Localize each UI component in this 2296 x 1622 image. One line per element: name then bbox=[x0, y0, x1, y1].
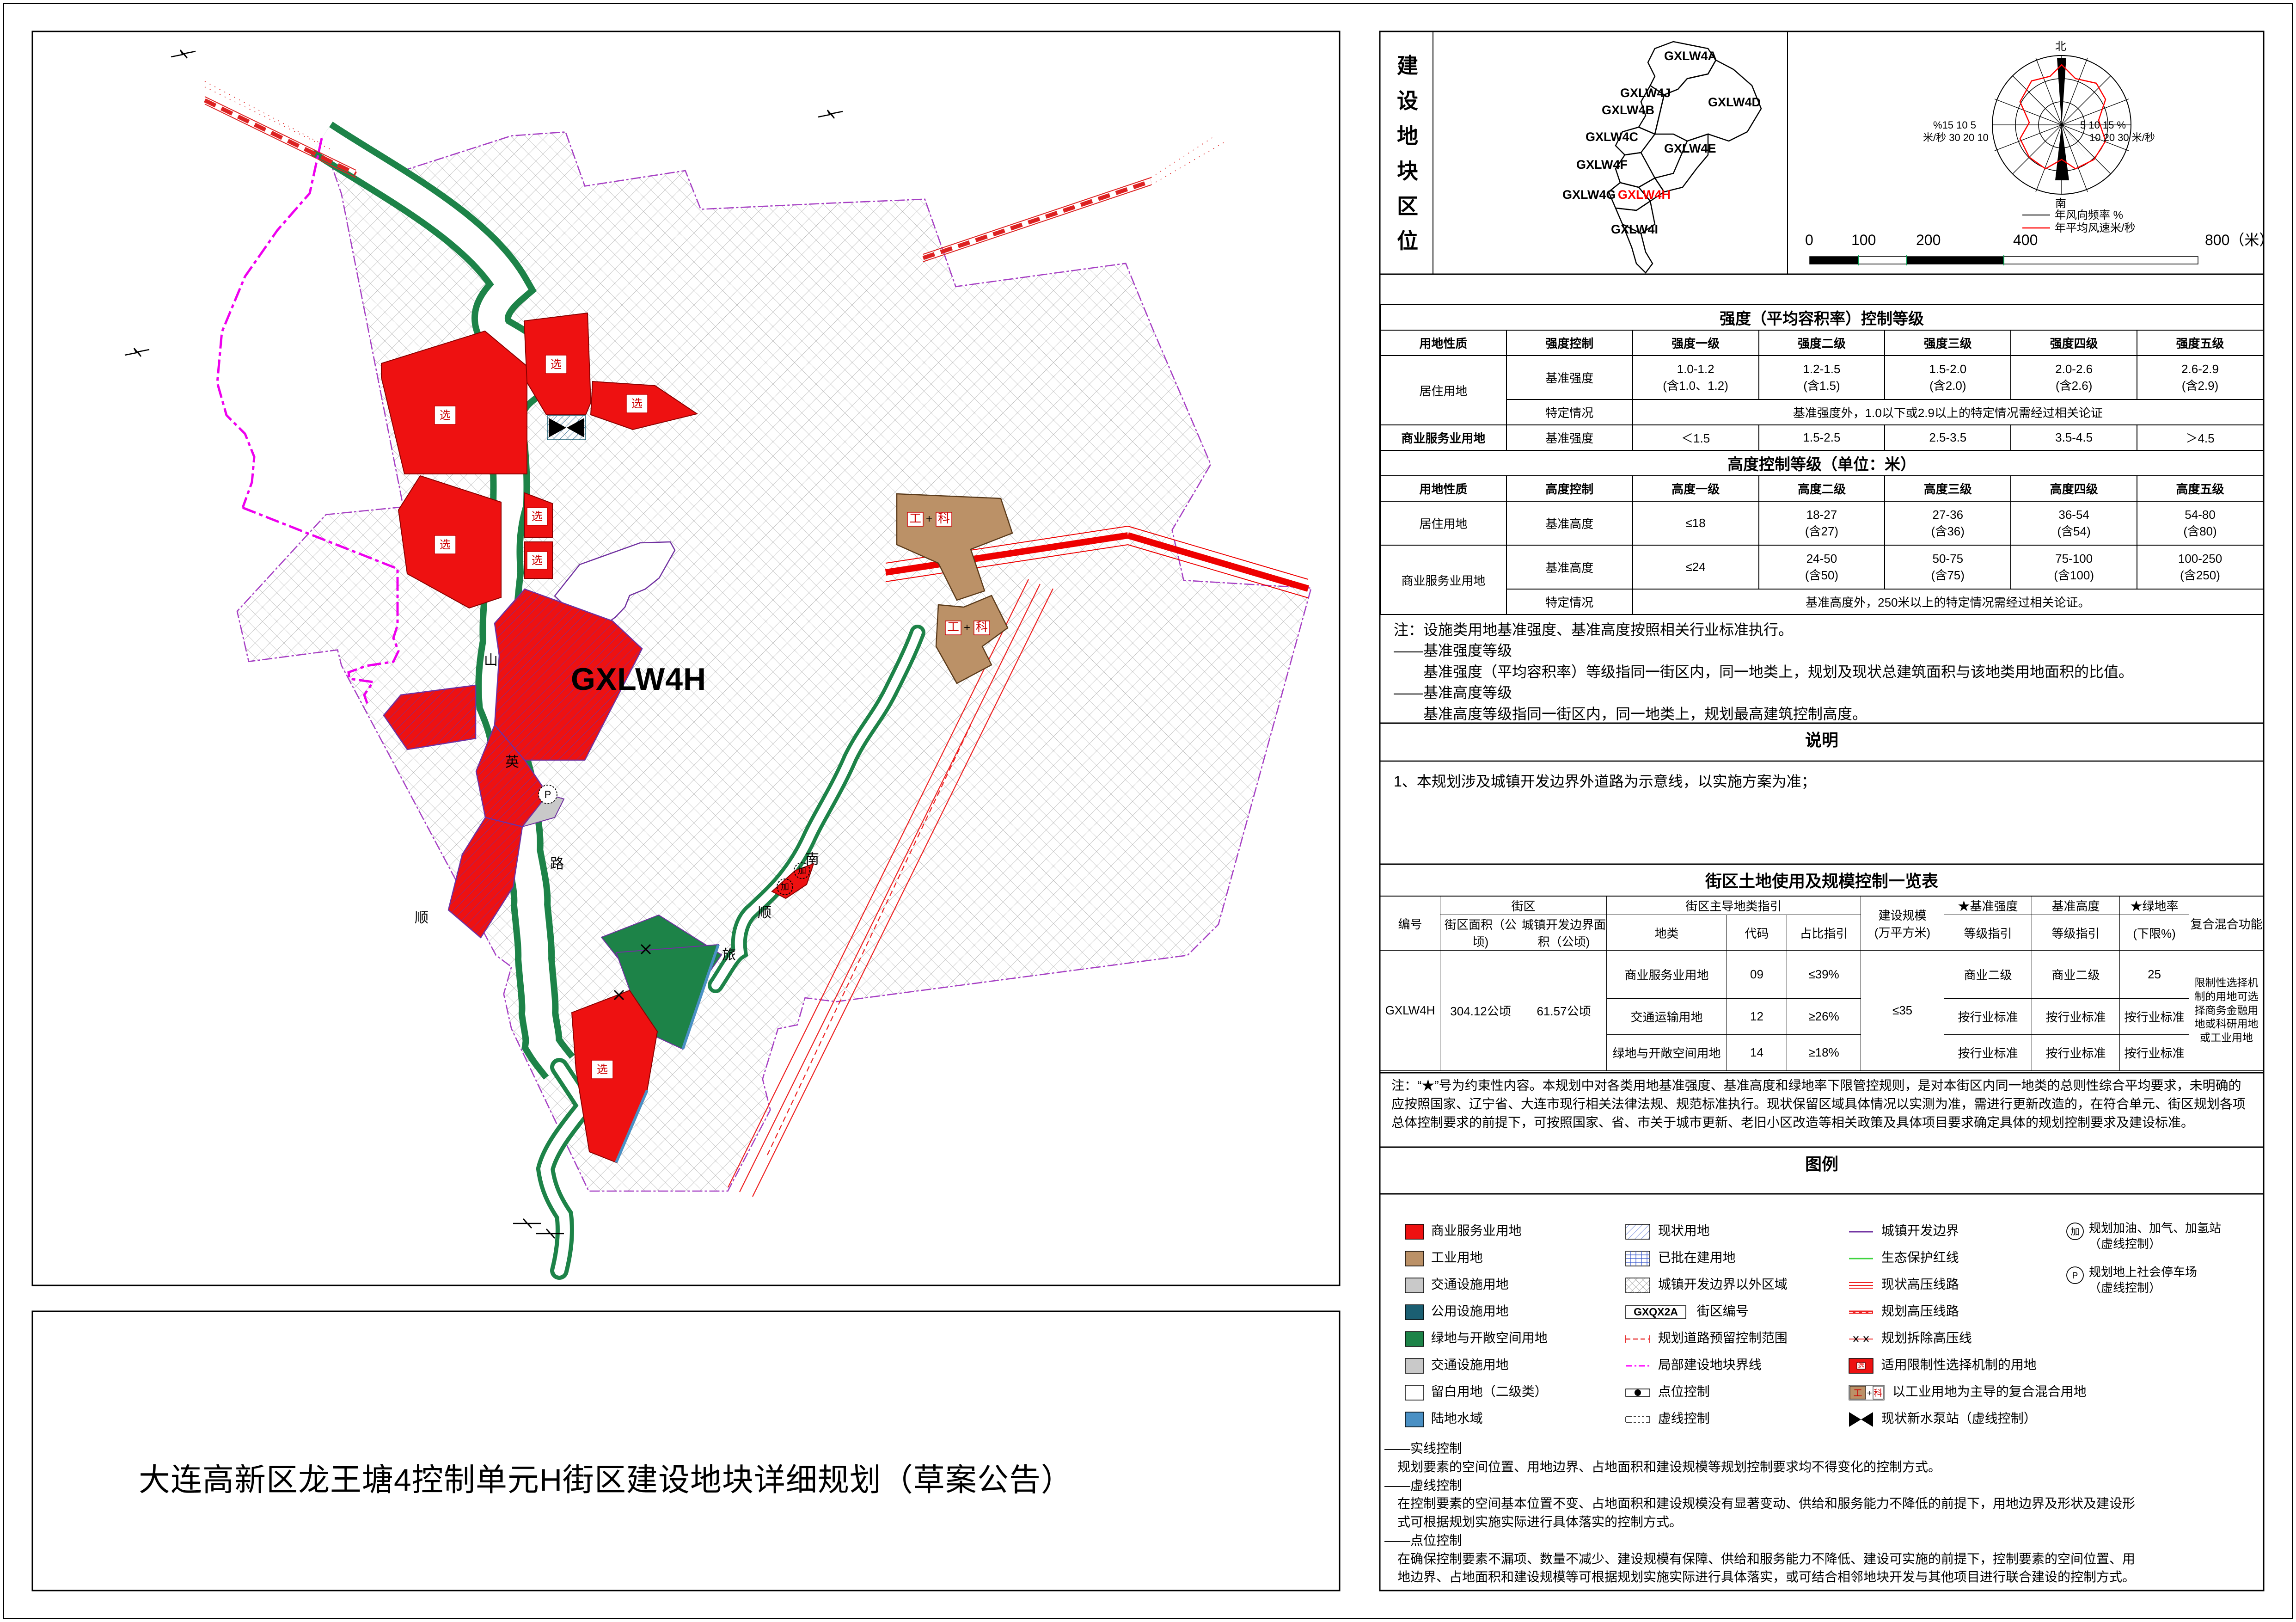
svg-text:+: + bbox=[1867, 1389, 1872, 1398]
svg-text:工: 工 bbox=[1853, 1389, 1862, 1398]
svg-text:GXQX2A: GXQX2A bbox=[1634, 1306, 1678, 1318]
svg-text:选: 选 bbox=[1858, 1362, 1864, 1369]
svg-text:P: P bbox=[2072, 1271, 2078, 1281]
svg-text:加: 加 bbox=[2070, 1227, 2079, 1237]
svg-text:科: 科 bbox=[1874, 1388, 1882, 1398]
